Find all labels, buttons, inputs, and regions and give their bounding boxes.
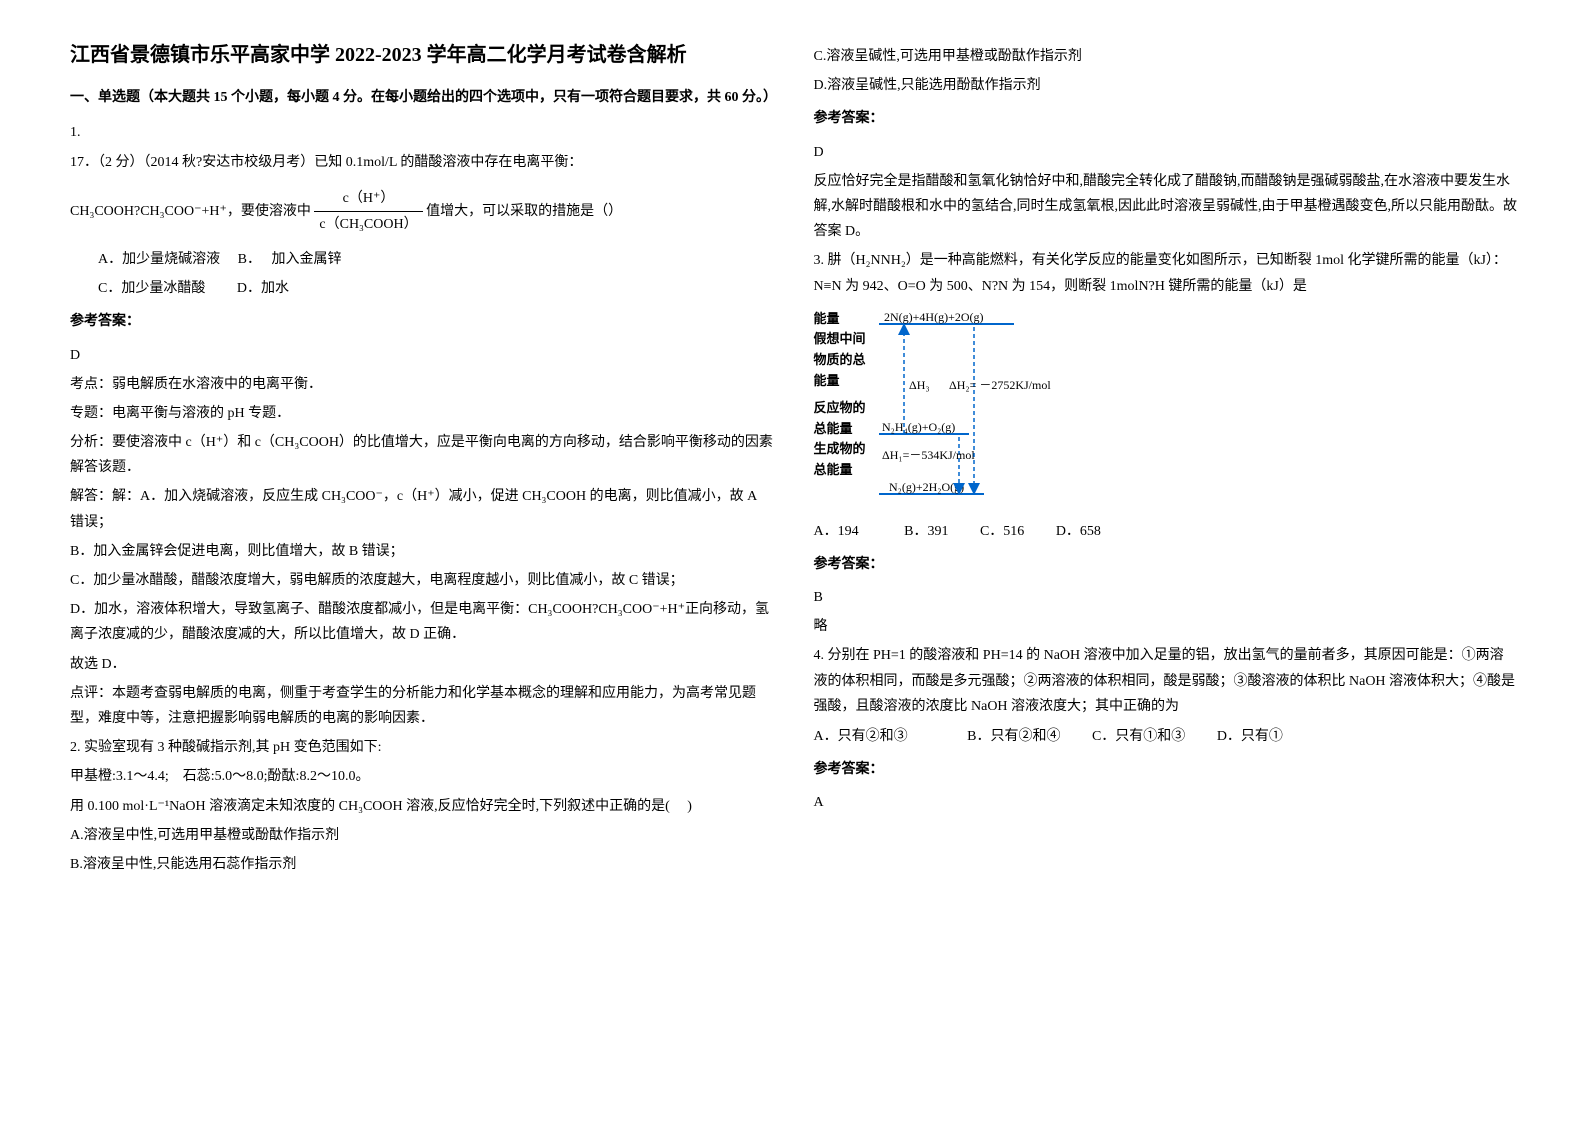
q1-jieda-3: C．加少量冰醋酸，醋酸浓度增大，弱电解质的浓度越大，电离程度越小，则比值减小，故… [70, 568, 774, 593]
q1-option-row-1: A．加少量烧碱溶液 B． 加入金属锌 [70, 247, 774, 272]
q1-jieda-1: 解答：解：A．加入烧碱溶液，反应生成 CH₃COO⁻，c（H⁺）减小，促进 CH… [70, 484, 774, 534]
ylabel-6: 生成物的 [814, 439, 866, 460]
q1-kaodian: 考点：弱电解质在水溶液中的电离平衡． [70, 372, 774, 397]
bot-species: N₂(g)+2H₂O(g) [889, 480, 964, 494]
q3-option-a: A．194 [814, 524, 859, 539]
q4-stem: 4. 分别在 PH=1 的酸溶液和 PH=14 的 NaOH 溶液中加入足量的铝… [814, 643, 1518, 719]
exam-title: 江西省景德镇市乐平高家中学 2022-2023 学年高二化学月考试卷含解析 [70, 40, 774, 70]
q1-option-c: C．加少量冰醋酸 [98, 281, 205, 296]
q3-options: A．194 B．391 C．516 D．658 [814, 519, 1518, 544]
q1-eq-after: 值增大，可以采取的措施是（） [426, 203, 622, 218]
q2-option-d: D.溶液呈碱性,只能选用酚酞作指示剂 [814, 73, 1518, 98]
q1-option-row-2: C．加少量冰醋酸 D．加水 [70, 276, 774, 301]
diagram-y-labels: 能量 假想中间 物质的总 能量 反应物的 总能量 生成物的 总能量 [814, 309, 866, 481]
q4-option-d: D．只有① [1217, 729, 1283, 744]
q1-fraction: c（H⁺） c（CH₃COOH） [314, 186, 422, 237]
q2-line: 甲基橙:3.1～4.4; 石蕊:5.0～8.0;酚酞:8.2～10.0。 [70, 764, 774, 789]
q4-option-b: B．只有②和④ [967, 729, 1060, 744]
q3-option-c: C．516 [980, 524, 1024, 539]
q1-number: 1. [70, 120, 774, 145]
ylabel-7: 总能量 [814, 460, 866, 481]
q1-frac-bot: c（CH₃COOH） [314, 212, 422, 237]
q3-option-b: B．391 [904, 524, 948, 539]
q2-stem: 用 0.100 mol·L⁻¹NaOH 溶液滴定未知浓度的 CH₃COOH 溶液… [70, 794, 774, 819]
dh3-label: ΔH₃ [909, 378, 930, 392]
q1-frac-top: c（H⁺） [314, 186, 422, 212]
q1-option-d: D．加水 [237, 281, 289, 296]
ylabel-5: 总能量 [814, 419, 866, 440]
q4-answer-label: 参考答案： [814, 757, 1518, 782]
q2-option-a: A.溶液呈中性,可选用甲基橙或酚酞作指示剂 [70, 823, 774, 848]
energy-diagram-svg: 2N(g)+4H(g)+2O(g) N₂H₄(g)+O₂(g) N₂(g)+2H… [874, 309, 1104, 509]
right-column: C.溶液呈碱性,可选用甲基橙或酚酞作指示剂 D.溶液呈碱性,只能选用酚酞作指示剂… [794, 40, 1538, 1082]
q3-stem: 3. 肼（H₂NNH₂）是一种高能燃料，有关化学反应的能量变化如图所示，已知断裂… [814, 248, 1518, 298]
q1-fenxi: 分析：要使溶液中 c（H⁺）和 c（CH₃COOH）的比值增大，应是平衡向电离的… [70, 430, 774, 480]
dh1-label: ΔH₁=－534KJ/mol [882, 448, 975, 462]
q4-answer: A [814, 790, 1518, 815]
ylabel-4: 反应物的 [814, 398, 866, 419]
q1-answer: D [70, 343, 774, 368]
q2-option-b: B.溶液呈中性,只能选用石蕊作指示剂 [70, 852, 774, 877]
q1-answer-label: 参考答案： [70, 309, 774, 334]
q3-answer-label: 参考答案： [814, 552, 1518, 577]
q1-zhuanti: 专题：电离平衡与溶液的 pH 专题． [70, 401, 774, 426]
left-column: 江西省景德镇市乐平高家中学 2022-2023 学年高二化学月考试卷含解析 一、… [50, 40, 794, 1082]
q2-answer-label: 参考答案： [814, 106, 1518, 131]
q1-option-b: B． 加入金属锌 [238, 252, 342, 267]
dh2-label: ΔH₂= －2752KJ/mol [949, 378, 1051, 392]
q1-sub: 17．（2 分）（2014 秋?安达市校级月考）已知 0.1mol/L 的醋酸溶… [70, 150, 774, 175]
q2-number: 2. 实验室现有 3 种酸碱指示剂,其 pH 变色范围如下: [70, 735, 774, 760]
q1-jieda-5: 故选 D． [70, 652, 774, 677]
q1-eq-text: CH₃COOH?CH₃COO⁻+H⁺，要使溶液中 [70, 203, 311, 218]
q3-lue: 略 [814, 614, 1518, 639]
ylabel-2: 物质的总 [814, 350, 866, 371]
q1-equation: CH₃COOH?CH₃COO⁻+H⁺，要使溶液中 c（H⁺） c（CH₃COOH… [70, 181, 774, 242]
q2-answer: D [814, 140, 1518, 165]
q3-option-d: D．658 [1056, 524, 1101, 539]
q4-option-c: C．只有①和③ [1092, 729, 1185, 744]
ylabel-0: 能量 [814, 309, 866, 330]
energy-diagram: 能量 假想中间 物质的总 能量 反应物的 总能量 生成物的 总能量 2N(g)+… [814, 309, 1094, 509]
q2-explanation: 反应恰好完全是指醋酸和氢氧化钠恰好中和,醋酸完全转化成了醋酸钠,而醋酸钠是强碱弱… [814, 169, 1518, 245]
mid-species: N₂H₄(g)+O₂(g) [882, 420, 955, 434]
q3-answer: B [814, 585, 1518, 610]
q1-option-a: A．加少量烧碱溶液 [98, 252, 220, 267]
q1-jieda-2: B．加入金属锌会促进电离，则比值增大，故 B 错误； [70, 539, 774, 564]
ylabel-1: 假想中间 [814, 329, 866, 350]
q1-dianping: 点评：本题考查弱电解质的电离，侧重于考查学生的分析能力和化学基本概念的理解和应用… [70, 681, 774, 731]
q4-option-a: A．只有②和③ [814, 729, 908, 744]
q4-options: A．只有②和③ B．只有②和④ C．只有①和③ D．只有① [814, 724, 1518, 749]
section-1-header: 一、单选题（本大题共 15 个小题，每小题 4 分。在每小题给出的四个选项中，只… [70, 85, 774, 110]
q1-jieda-4: D．加水，溶液体积增大，导致氢离子、醋酸浓度都减小，但是电离平衡：CH₃COOH… [70, 597, 774, 647]
ylabel-3: 能量 [814, 371, 866, 392]
q2-option-c: C.溶液呈碱性,可选用甲基橙或酚酞作指示剂 [814, 44, 1518, 69]
top-species: 2N(g)+4H(g)+2O(g) [884, 310, 984, 324]
